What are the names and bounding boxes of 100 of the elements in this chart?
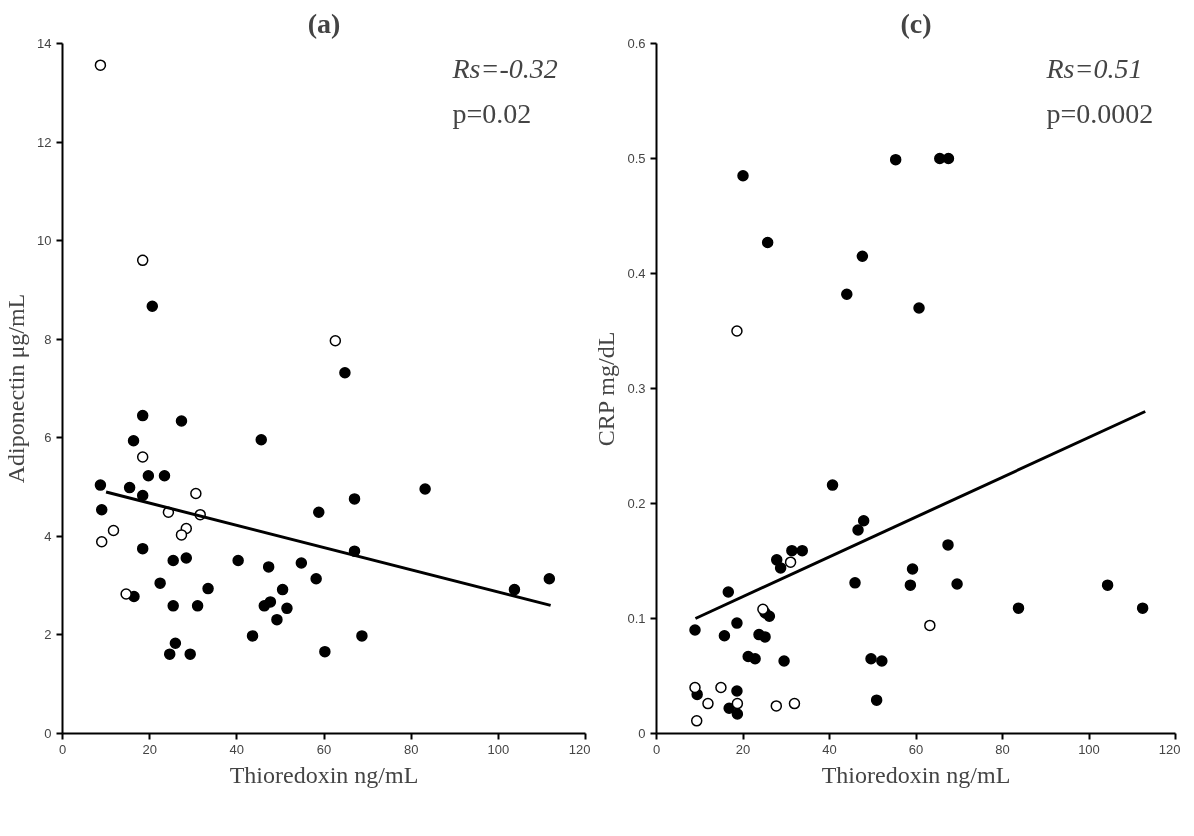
point (107, 524, 120, 537)
point (731, 617, 743, 629)
y-tick-label: 0.5 (627, 151, 646, 166)
point (246, 630, 259, 642)
point (722, 586, 735, 598)
point (784, 556, 797, 568)
point (136, 254, 149, 267)
point (184, 648, 196, 660)
x-tick-label: 20 (735, 741, 751, 757)
y-tick-label: 0.2 (627, 496, 646, 511)
point (329, 334, 342, 347)
point (753, 628, 765, 641)
point (136, 489, 149, 502)
point (731, 325, 743, 337)
point (742, 650, 754, 663)
y-tick-label: 4 (44, 528, 52, 544)
point (702, 697, 714, 710)
point (543, 573, 556, 585)
point (796, 544, 808, 557)
annotation: Rs=-0.32 (451, 52, 558, 84)
point (163, 648, 176, 660)
point (255, 434, 267, 446)
point (348, 493, 361, 505)
point (339, 366, 351, 379)
x-tick-label: 0 (58, 741, 67, 757)
point (841, 288, 853, 300)
x-tick-label: 0 (652, 741, 661, 757)
y-tick-label: 0.6 (627, 36, 646, 51)
point (191, 600, 204, 612)
point (276, 583, 289, 596)
y-tick-label: 8 (44, 331, 52, 347)
point (167, 554, 179, 567)
point (94, 479, 107, 491)
point (761, 236, 774, 249)
point (770, 700, 783, 712)
x-tick-label: 100 (1078, 741, 1100, 757)
point (718, 630, 731, 642)
point (95, 536, 108, 548)
point (731, 685, 743, 697)
point (1101, 579, 1114, 591)
point (123, 481, 136, 494)
point (689, 681, 701, 694)
y-tick-label: 0.1 (627, 611, 646, 626)
point (190, 487, 202, 500)
point (127, 435, 140, 447)
point (169, 637, 182, 650)
y-tick-label: 12 (37, 134, 52, 150)
point (689, 624, 701, 636)
point (731, 708, 744, 720)
point (904, 579, 917, 591)
point (95, 504, 108, 516)
point (924, 619, 936, 632)
chart-title: (c) (900, 7, 932, 39)
point (295, 557, 308, 569)
x-tick-label: 80 (995, 741, 1010, 757)
y-tick-label: 0.4 (627, 266, 646, 281)
point (786, 544, 798, 557)
x-tick-label: 100 (487, 741, 510, 757)
point (788, 697, 801, 710)
y-tick-label: 10 (37, 233, 52, 249)
y-axis-title: CRP mg/dL (593, 331, 620, 447)
point (158, 470, 171, 482)
point (951, 578, 963, 590)
x-axis-title: Thioredoxin ng/mL (821, 761, 1011, 788)
point (774, 562, 787, 574)
y-tick-label: 14 (37, 36, 52, 51)
point (154, 577, 166, 589)
point (258, 600, 271, 612)
annotation: p=0.0002 (1046, 97, 1154, 129)
point (849, 577, 861, 589)
point (146, 300, 159, 312)
point (737, 170, 749, 182)
point (856, 250, 869, 262)
point (136, 542, 149, 555)
point (356, 630, 368, 642)
y-tick-label: 6 (44, 430, 52, 446)
y-tick-label: 0 (638, 726, 646, 741)
point (778, 655, 790, 667)
y-axis-title: Adiponectin μg/mL (3, 293, 30, 484)
point (690, 715, 703, 727)
point (281, 602, 293, 615)
y-tick-label: 0.3 (627, 381, 646, 396)
point (1136, 602, 1149, 614)
annotation: Rs=0.51 (1045, 52, 1143, 84)
point (175, 529, 188, 541)
point (180, 552, 193, 564)
point (262, 561, 275, 573)
chart-title: (a) (307, 7, 341, 39)
point (826, 479, 839, 491)
point (906, 563, 919, 575)
point (167, 600, 179, 612)
point (136, 451, 149, 463)
point (232, 554, 244, 567)
y-tick-label: 2 (44, 627, 52, 643)
point (202, 582, 214, 595)
point (313, 506, 325, 518)
point (889, 153, 902, 166)
x-tick-label: 20 (142, 741, 157, 757)
x-tick-label: 60 (908, 741, 924, 757)
point (870, 694, 883, 706)
